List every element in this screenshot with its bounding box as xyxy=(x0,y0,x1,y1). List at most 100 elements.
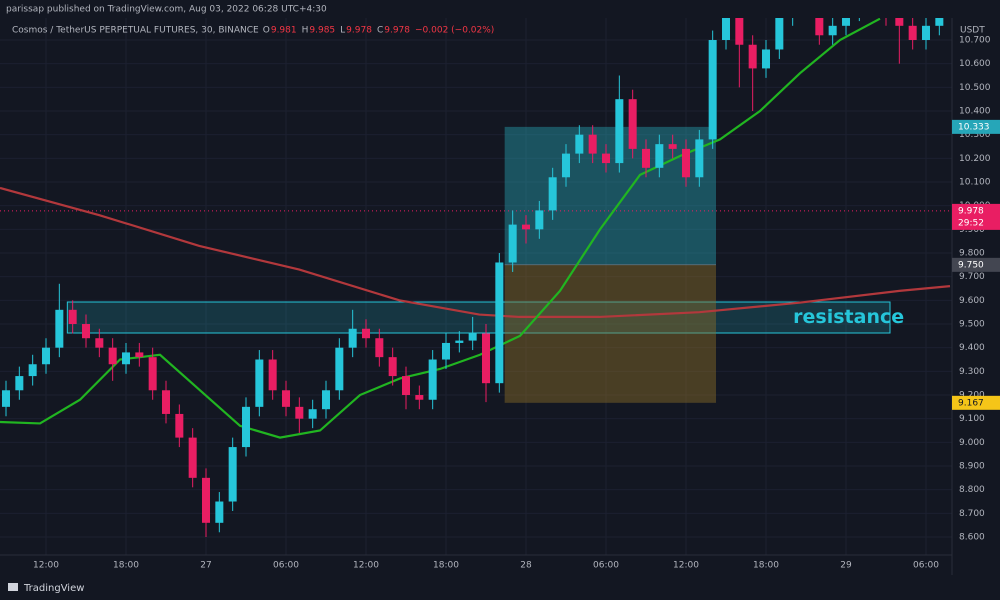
y-tick-label: 9.500 xyxy=(959,320,985,330)
candle-body xyxy=(442,342,450,360)
x-tick-label: 18:00 xyxy=(113,561,139,571)
ohlc-value: 9.978 xyxy=(346,26,372,36)
candle-body xyxy=(842,18,850,26)
target-zone xyxy=(504,126,716,265)
candle-body xyxy=(348,328,357,348)
candle-body xyxy=(548,177,557,211)
candle-body xyxy=(122,352,130,365)
countdown: 29:52 xyxy=(958,218,984,228)
candle-body xyxy=(108,347,117,365)
logo xyxy=(8,583,18,591)
moving-average xyxy=(0,18,881,439)
candle-body xyxy=(468,333,477,341)
stop-zone xyxy=(504,264,716,403)
y-tick-label: 10.400 xyxy=(959,107,991,117)
candle-body xyxy=(508,224,517,263)
price-tag-label: 9.978 xyxy=(958,206,984,216)
ohlc-value: 9.985 xyxy=(309,26,335,36)
candle-body xyxy=(895,18,904,26)
publisher: parissap published on TradingView.com, A… xyxy=(6,5,327,15)
price-tag-label: 10.333 xyxy=(958,122,990,132)
x-tick-label: 18:00 xyxy=(753,561,779,571)
y-tick-label: 10.600 xyxy=(959,59,991,69)
ohlc-value: 9.978 xyxy=(384,26,410,36)
candle-body xyxy=(722,18,730,41)
currency: USDT xyxy=(960,26,985,36)
x-tick-label: 12:00 xyxy=(353,561,379,571)
candle-body xyxy=(655,144,664,168)
candle-body xyxy=(495,262,504,384)
y-tick-label: 8.800 xyxy=(959,485,985,495)
price-tag-label: 9.750 xyxy=(958,260,984,270)
price-tag-label: 9.167 xyxy=(958,398,984,408)
y-tick-label: 8.600 xyxy=(959,533,985,543)
candle-body xyxy=(628,99,637,149)
candle-body xyxy=(202,477,210,523)
candle-body xyxy=(402,376,410,396)
candle-body xyxy=(708,40,717,140)
candle-body xyxy=(828,25,837,36)
candle-body xyxy=(428,359,437,400)
candle-body xyxy=(268,359,277,391)
x-tick-label: 06:00 xyxy=(593,561,619,571)
x-tick-label: 06:00 xyxy=(913,561,939,571)
candle-body xyxy=(162,390,170,414)
y-tick-label: 10.100 xyxy=(959,178,991,188)
candle-body xyxy=(228,447,237,502)
candle-body xyxy=(535,210,544,230)
price-tag xyxy=(952,119,1000,134)
y-tick-label: 10.500 xyxy=(959,83,991,93)
candle-body xyxy=(42,347,50,365)
plot-area xyxy=(0,18,952,538)
candle-body xyxy=(908,25,917,41)
candle-body xyxy=(668,144,677,149)
candle-body xyxy=(15,376,24,391)
candle-body xyxy=(68,309,77,325)
axes: 8.600 8.700 8.800 8.900 9.000 9.100 9.200 9.300… xyxy=(33,36,1000,571)
candle-body xyxy=(562,153,570,178)
y-tick-label: 9.800 xyxy=(959,249,985,259)
candle-body xyxy=(682,148,690,178)
ohlc-key: C xyxy=(377,26,383,36)
candle-body xyxy=(615,99,624,164)
candle-body xyxy=(242,406,250,448)
candle-body xyxy=(415,395,424,400)
candle-body xyxy=(188,437,197,478)
price-tag xyxy=(952,203,1000,230)
y-tick-label: 10.200 xyxy=(959,154,991,164)
candle-body xyxy=(2,390,10,407)
candle-body xyxy=(922,25,930,41)
y-tick-label: 8.700 xyxy=(959,509,985,519)
candle-body xyxy=(335,347,344,391)
y-tick-label: 9.600 xyxy=(959,296,985,306)
y-tick-label: 9.300 xyxy=(959,367,985,377)
y-tick-label: 10.300 xyxy=(959,130,991,140)
candle-body xyxy=(282,390,290,407)
ohlc-key: L xyxy=(340,26,345,36)
y-tick-label: 10.700 xyxy=(959,36,991,46)
x-tick-label: 06:00 xyxy=(273,561,299,571)
x-tick-label: 12:00 xyxy=(33,561,59,571)
candle-body xyxy=(575,134,584,154)
candle-body xyxy=(815,18,824,36)
candle-body xyxy=(255,359,264,407)
brand: TradingView xyxy=(23,583,84,594)
candle-body xyxy=(642,148,650,168)
candle-body xyxy=(82,324,90,339)
candle-body xyxy=(135,352,144,358)
candle-body xyxy=(762,49,770,69)
candle-body xyxy=(455,340,464,343)
candle-body xyxy=(175,413,184,438)
resistance-label: resistance xyxy=(793,306,904,328)
candle-body xyxy=(735,18,744,45)
candle-body xyxy=(28,364,37,377)
x-tick-label: 27 xyxy=(200,561,211,571)
x-tick-label: 28 xyxy=(520,561,532,571)
symbol: Cosmos / TetherUS PERPETUAL FUTURES, 30,… xyxy=(12,26,259,36)
change: −0.002 (−0.02%) xyxy=(415,26,494,36)
candle-body xyxy=(308,409,317,419)
y-tick-label: 9.000 xyxy=(959,438,985,448)
candle-body xyxy=(775,18,784,50)
price-tag xyxy=(952,257,1000,272)
ohlc-key: H xyxy=(302,26,309,36)
